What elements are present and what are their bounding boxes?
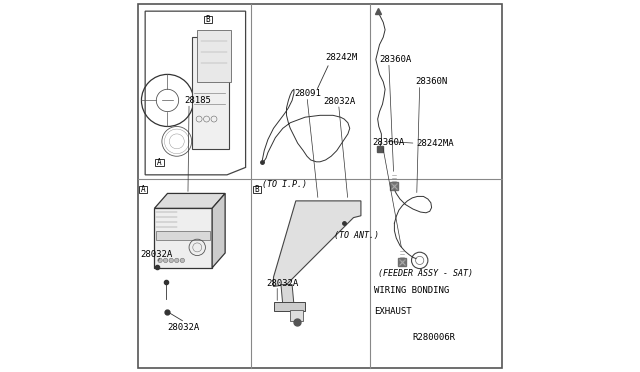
Bar bbox=[156, 231, 211, 240]
Text: B: B bbox=[255, 185, 259, 194]
Text: 28032A: 28032A bbox=[141, 250, 173, 259]
Text: WIRING BONDING: WIRING BONDING bbox=[374, 286, 449, 295]
Polygon shape bbox=[212, 193, 225, 268]
Text: (TO I.P.): (TO I.P.) bbox=[262, 180, 307, 189]
Polygon shape bbox=[273, 201, 361, 286]
Text: B: B bbox=[205, 15, 211, 24]
FancyBboxPatch shape bbox=[140, 186, 147, 193]
Bar bbox=[273, 302, 305, 311]
Text: 28360A: 28360A bbox=[372, 138, 404, 147]
FancyBboxPatch shape bbox=[253, 186, 261, 193]
Bar bbox=[197, 30, 231, 82]
Text: 28242MA: 28242MA bbox=[416, 139, 454, 148]
Circle shape bbox=[175, 258, 179, 263]
FancyBboxPatch shape bbox=[156, 159, 164, 166]
Circle shape bbox=[163, 258, 168, 263]
Text: 28242M: 28242M bbox=[326, 53, 358, 62]
FancyBboxPatch shape bbox=[204, 16, 212, 23]
Circle shape bbox=[180, 258, 184, 263]
Bar bbox=[154, 208, 212, 268]
Circle shape bbox=[158, 258, 163, 263]
Text: 28360N: 28360N bbox=[415, 77, 447, 86]
Text: 28032A: 28032A bbox=[168, 323, 200, 332]
Bar bbox=[191, 37, 229, 149]
Bar bbox=[291, 310, 303, 321]
Text: EXHAUST: EXHAUST bbox=[374, 307, 412, 316]
Text: A: A bbox=[141, 185, 146, 194]
Text: (TO ANT.): (TO ANT.) bbox=[334, 231, 379, 240]
Text: 28032A: 28032A bbox=[324, 97, 356, 106]
Text: R280006R: R280006R bbox=[412, 333, 455, 342]
Text: 28360A: 28360A bbox=[380, 55, 412, 64]
Text: A: A bbox=[157, 158, 162, 167]
Polygon shape bbox=[281, 285, 294, 305]
Circle shape bbox=[169, 258, 173, 263]
Text: 28091: 28091 bbox=[294, 89, 321, 98]
Polygon shape bbox=[154, 193, 225, 208]
Text: (FEEDER ASSY - SAT): (FEEDER ASSY - SAT) bbox=[378, 269, 473, 278]
Text: 28185: 28185 bbox=[184, 96, 211, 105]
Text: 28032A: 28032A bbox=[266, 279, 298, 288]
